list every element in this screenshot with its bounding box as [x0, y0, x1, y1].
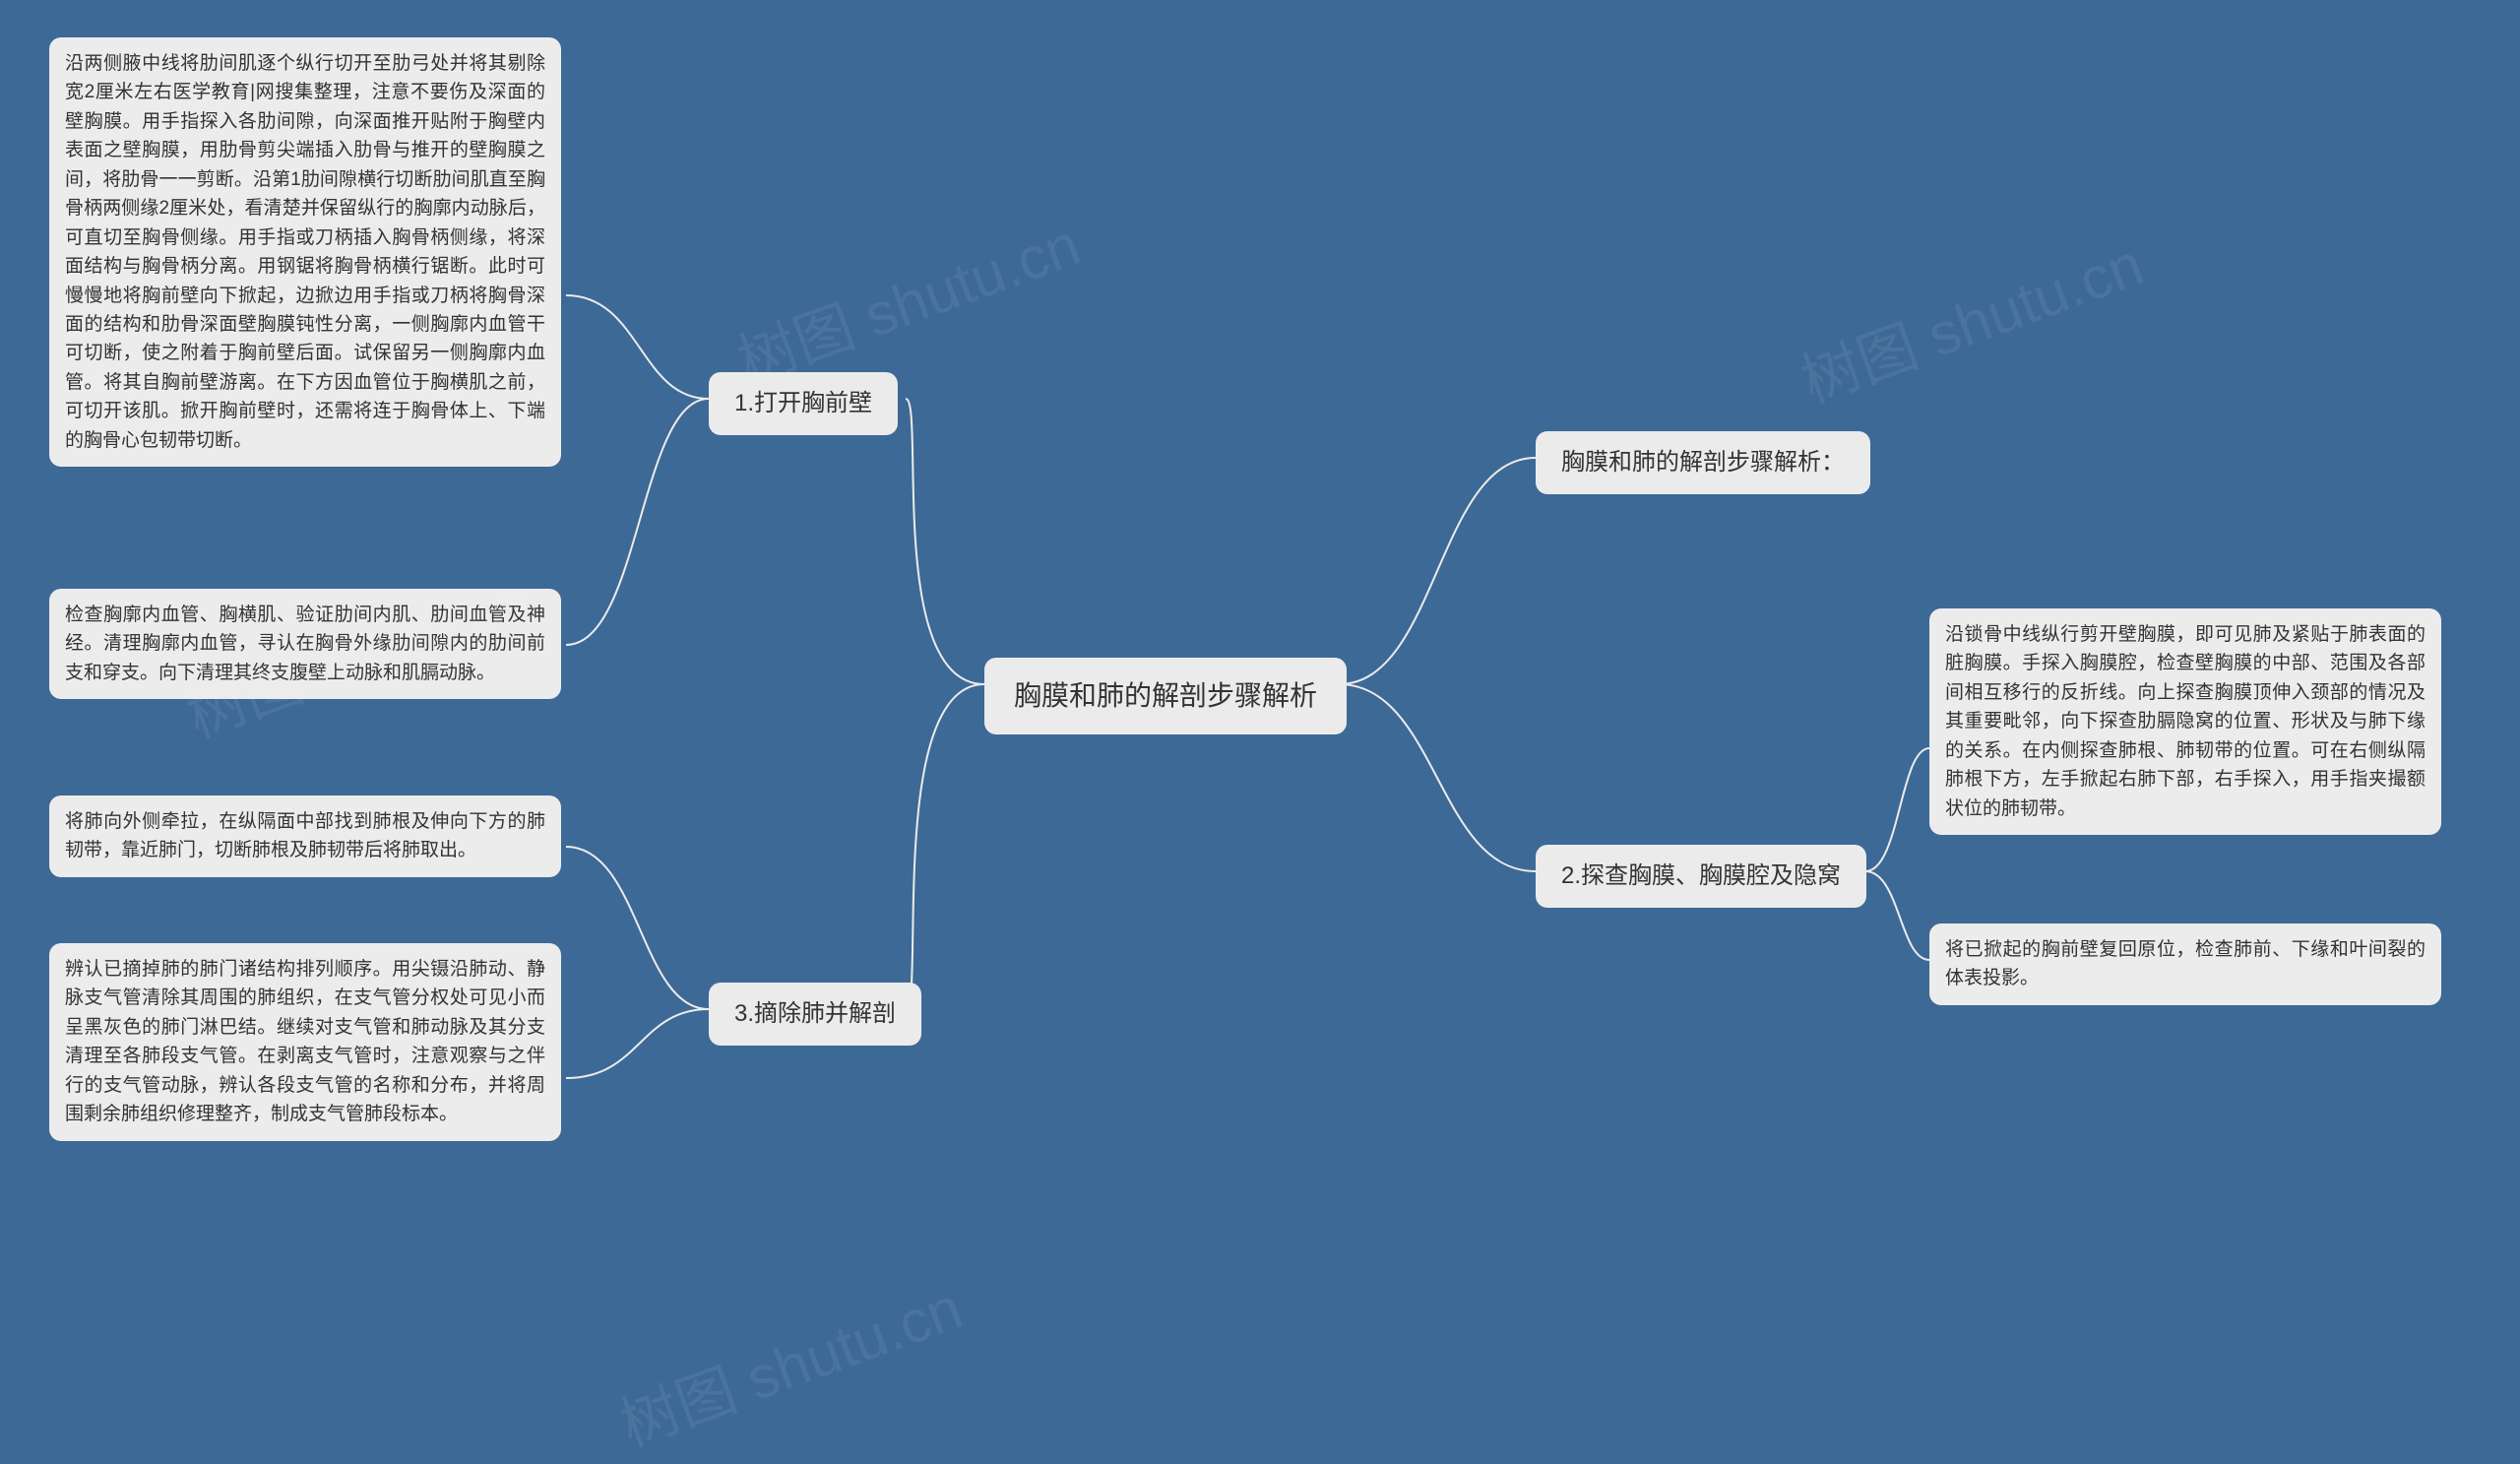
branch-intro[interactable]: 胸膜和肺的解剖步骤解析： — [1536, 431, 1870, 494]
leaf-step2-0-text: 沿锁骨中线纵行剪开壁胸膜，即可见肺及紧贴于肺表面的脏胸膜。手探入胸膜腔，检查壁胸… — [1945, 624, 2426, 819]
branch-step3[interactable]: 3.摘除肺并解剖 — [709, 983, 921, 1046]
leaf-step1-1-text: 检查胸廓内血管、胸横肌、验证肋间内肌、肋间血管及神经。清理胸廓内血管，寻认在胸骨… — [65, 605, 545, 683]
leaf-step3-0[interactable]: 将肺向外侧牵拉，在纵隔面中部找到肺根及伸向下方的肺韧带，靠近肺门，切断肺根及肺韧… — [49, 796, 561, 877]
watermark: 树图 shutu.cn — [606, 1260, 972, 1463]
branch-step1[interactable]: 1.打开胸前壁 — [709, 372, 898, 435]
watermark: 树图 shutu.cn — [724, 197, 1090, 400]
branch-step2[interactable]: 2.探查胸膜、胸膜腔及隐窝 — [1536, 845, 1866, 908]
leaf-step3-1[interactable]: 辨认已摘掉肺的肺门诸结构排列顺序。用尖镊沿肺动、静脉支气管清除其周围的肺组织，在… — [49, 943, 561, 1141]
leaf-step1-1[interactable]: 检查胸廓内血管、胸横肌、验证肋间内肌、肋间血管及神经。清理胸廓内血管，寻认在胸骨… — [49, 589, 561, 699]
leaf-step1-0[interactable]: 沿两侧腋中线将肋间肌逐个纵行切开至肋弓处并将其剔除宽2厘米左右医学教育|网搜集整… — [49, 37, 561, 467]
branch-intro-label: 胸膜和肺的解剖步骤解析： — [1561, 449, 1845, 476]
branch-step3-label: 3.摘除肺并解剖 — [734, 1000, 896, 1027]
leaf-step3-0-text: 将肺向外侧牵拉，在纵隔面中部找到肺根及伸向下方的肺韧带，靠近肺门，切断肺根及肺韧… — [65, 811, 545, 860]
branch-step2-label: 2.探查胸膜、胸膜腔及隐窝 — [1561, 862, 1841, 889]
leaf-step2-0[interactable]: 沿锁骨中线纵行剪开壁胸膜，即可见肺及紧贴于肺表面的脏胸膜。手探入胸膜腔，检查壁胸… — [1929, 608, 2441, 835]
center-node[interactable]: 胸膜和肺的解剖步骤解析 — [984, 658, 1347, 734]
center-label: 胸膜和肺的解剖步骤解析 — [1014, 680, 1317, 711]
leaf-step2-1-text: 将已掀起的胸前壁复回原位，检查肺前、下缘和叶间裂的体表投影。 — [1945, 939, 2426, 988]
leaf-step2-1[interactable]: 将已掀起的胸前壁复回原位，检查肺前、下缘和叶间裂的体表投影。 — [1929, 923, 2441, 1005]
branch-step1-label: 1.打开胸前壁 — [734, 390, 872, 416]
watermark: 树图 shutu.cn — [1788, 217, 2153, 419]
leaf-step3-1-text: 辨认已摘掉肺的肺门诸结构排列顺序。用尖镊沿肺动、静脉支气管清除其周围的肺组织，在… — [65, 959, 545, 1124]
leaf-step1-0-text: 沿两侧腋中线将肋间肌逐个纵行切开至肋弓处并将其剔除宽2厘米左右医学教育|网搜集整… — [65, 53, 545, 451]
